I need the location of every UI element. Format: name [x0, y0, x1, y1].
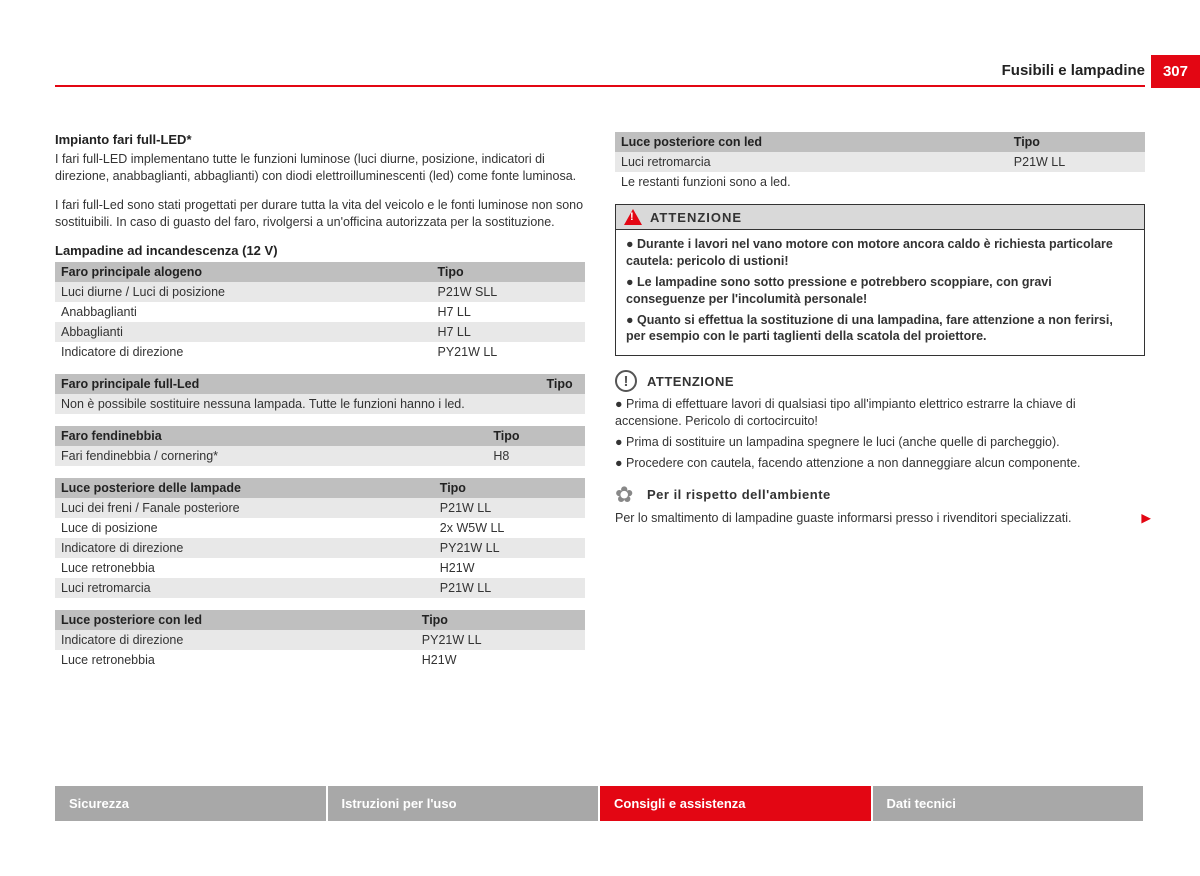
caution-item: Prima di effettuare lavori di qualsiasi …: [615, 396, 1145, 430]
table-cell: Luci diurne / Luci di posizione: [55, 282, 431, 302]
bulb-table: Luce posteriore delle lampadeTipoLuci de…: [55, 478, 585, 598]
footer-tab[interactable]: Istruzioni per l'uso: [328, 786, 599, 821]
table-cell: Luci dei freni / Fanale posteriore: [55, 498, 434, 518]
table-cell: Anabbaglianti: [55, 302, 431, 322]
header-title: Fusibili e lampadine: [1002, 62, 1145, 79]
table-row: Luce retronebbiaH21W: [55, 558, 585, 578]
table-cell: P21W LL: [434, 578, 585, 598]
caution-item: Prima di sostituire un lampadina spegner…: [615, 434, 1145, 451]
table-cell: [1008, 172, 1145, 192]
bulb-table: Luce posteriore con ledTipoIndicatore di…: [55, 610, 585, 670]
flower-icon: [615, 484, 637, 506]
bulb-table: Faro principale alogenoTipoLuci diurne /…: [55, 262, 585, 362]
footer-tab[interactable]: Consigli e assistenza: [600, 786, 871, 821]
table-cell: Indicatore di direzione: [55, 630, 416, 650]
caution-list: Prima di effettuare lavori di qualsiasi …: [615, 396, 1145, 472]
caution-title: ATTENZIONE: [647, 374, 734, 389]
right-column: Luce posteriore con ledTipoLuci retromar…: [615, 132, 1145, 682]
table-cell: H21W: [434, 558, 585, 578]
table-row: Le restanti funzioni sono a led.: [615, 172, 1145, 192]
warning-item: Quanto si effettua la sostituzione di un…: [626, 312, 1134, 346]
left-column: Impianto fari full-LED* I fari full-LED …: [55, 132, 585, 682]
table-row: Luce di posizione2x W5W LL: [55, 518, 585, 538]
table-cell: Luci retromarcia: [55, 578, 434, 598]
table-row: Indicatore di direzionePY21W LL: [55, 538, 585, 558]
table-header: Tipo: [434, 478, 585, 498]
warning-item: Durante i lavori nel vano motore con mot…: [626, 236, 1134, 270]
table-cell: PY21W LL: [434, 538, 585, 558]
table-cell: Non è possibile sostituire nessuna lampa…: [55, 394, 540, 414]
table-cell: P21W LL: [434, 498, 585, 518]
table-row: Luci retromarciaP21W LL: [55, 578, 585, 598]
table-row: Indicatore di direzionePY21W LL: [55, 630, 585, 650]
table-header: Luce posteriore delle lampade: [55, 478, 434, 498]
caution-circle-icon: !: [615, 370, 637, 392]
table-cell: Luce retronebbia: [55, 558, 434, 578]
table-row: Fari fendinebbia / cornering*H8: [55, 446, 585, 466]
environment-header: Per il rispetto dell'ambiente: [615, 484, 1145, 506]
bulb-table: Faro fendinebbiaTipoFari fendinebbia / c…: [55, 426, 585, 466]
header-rule: [55, 85, 1145, 87]
table-cell: PY21W LL: [431, 342, 585, 362]
table-header: Faro principale alogeno: [55, 262, 431, 282]
warning-list: Durante i lavori nel vano motore con mot…: [626, 236, 1134, 345]
table-cell: Indicatore di direzione: [55, 538, 434, 558]
table-cell: P21W LL: [1008, 152, 1145, 172]
table-row: Luci retromarciaP21W LL: [615, 152, 1145, 172]
bulb-table: Luce posteriore con ledTipoLuci retromar…: [615, 132, 1145, 192]
table-header: Tipo: [416, 610, 585, 630]
table-cell: H21W: [416, 650, 585, 670]
section-heading-12v: Lampadine ad incandescenza (12 V): [55, 243, 585, 258]
table-row: Luci dei freni / Fanale posterioreP21W L…: [55, 498, 585, 518]
table-cell: H7 LL: [431, 322, 585, 342]
table-cell: H7 LL: [431, 302, 585, 322]
table-row: AbbagliantiH7 LL: [55, 322, 585, 342]
environment-text: Per lo smaltimento di lampadine guaste i…: [615, 510, 1145, 527]
warning-title: ATTENZIONE: [650, 210, 742, 225]
page-number: 307: [1151, 55, 1200, 88]
table-cell: Luce di posizione: [55, 518, 434, 538]
table-cell: 2x W5W LL: [434, 518, 585, 538]
table-row: Luci diurne / Luci di posizioneP21W SLL: [55, 282, 585, 302]
table-cell: P21W SLL: [431, 282, 585, 302]
table-cell: Luci retromarcia: [615, 152, 1008, 172]
table-cell: Indicatore di direzione: [55, 342, 431, 362]
table-header: Luce posteriore con led: [615, 132, 1008, 152]
caution-header: ! ATTENZIONE: [615, 370, 1145, 392]
warning-header: ATTENZIONE: [616, 205, 1144, 230]
table-row: Non è possibile sostituire nessuna lampa…: [55, 394, 585, 414]
section-heading-led: Impianto fari full-LED*: [55, 132, 585, 147]
table-header: Tipo: [540, 374, 585, 394]
warning-item: Le lampadine sono sotto pressione e potr…: [626, 274, 1134, 308]
table-row: Luce retronebbiaH21W: [55, 650, 585, 670]
environment-title: Per il rispetto dell'ambiente: [647, 487, 831, 502]
table-header: Tipo: [1008, 132, 1145, 152]
paragraph: I fari full-Led sono stati progettati pe…: [55, 197, 585, 231]
table-cell: Abbaglianti: [55, 322, 431, 342]
caution-item: Procedere con cautela, facendo attenzion…: [615, 455, 1145, 472]
table-header: Faro principale full-Led: [55, 374, 540, 394]
table-cell: [540, 394, 585, 414]
bulb-table: Faro principale full-LedTipoNon è possib…: [55, 374, 585, 414]
table-cell: Fari fendinebbia / cornering*: [55, 446, 487, 466]
table-header: Luce posteriore con led: [55, 610, 416, 630]
table-cell: Luce retronebbia: [55, 650, 416, 670]
table-row: Indicatore di direzionePY21W LL: [55, 342, 585, 362]
table-row: AnabbagliantiH7 LL: [55, 302, 585, 322]
table-header: Tipo: [431, 262, 585, 282]
warning-box: ATTENZIONE Durante i lavori nel vano mot…: [615, 204, 1145, 356]
table-header: Faro fendinebbia: [55, 426, 487, 446]
footer-tabs: SicurezzaIstruzioni per l'usoConsigli e …: [55, 786, 1145, 821]
footer-tab[interactable]: Dati tecnici: [873, 786, 1144, 821]
table-cell: Le restanti funzioni sono a led.: [615, 172, 1008, 192]
warning-triangle-icon: [624, 209, 642, 225]
paragraph: I fari full-LED implementano tutte le fu…: [55, 151, 585, 185]
continue-arrow-icon: ▶: [1141, 510, 1151, 527]
table-cell: H8: [487, 446, 585, 466]
table-header: Tipo: [487, 426, 585, 446]
footer-tab[interactable]: Sicurezza: [55, 786, 326, 821]
table-cell: PY21W LL: [416, 630, 585, 650]
